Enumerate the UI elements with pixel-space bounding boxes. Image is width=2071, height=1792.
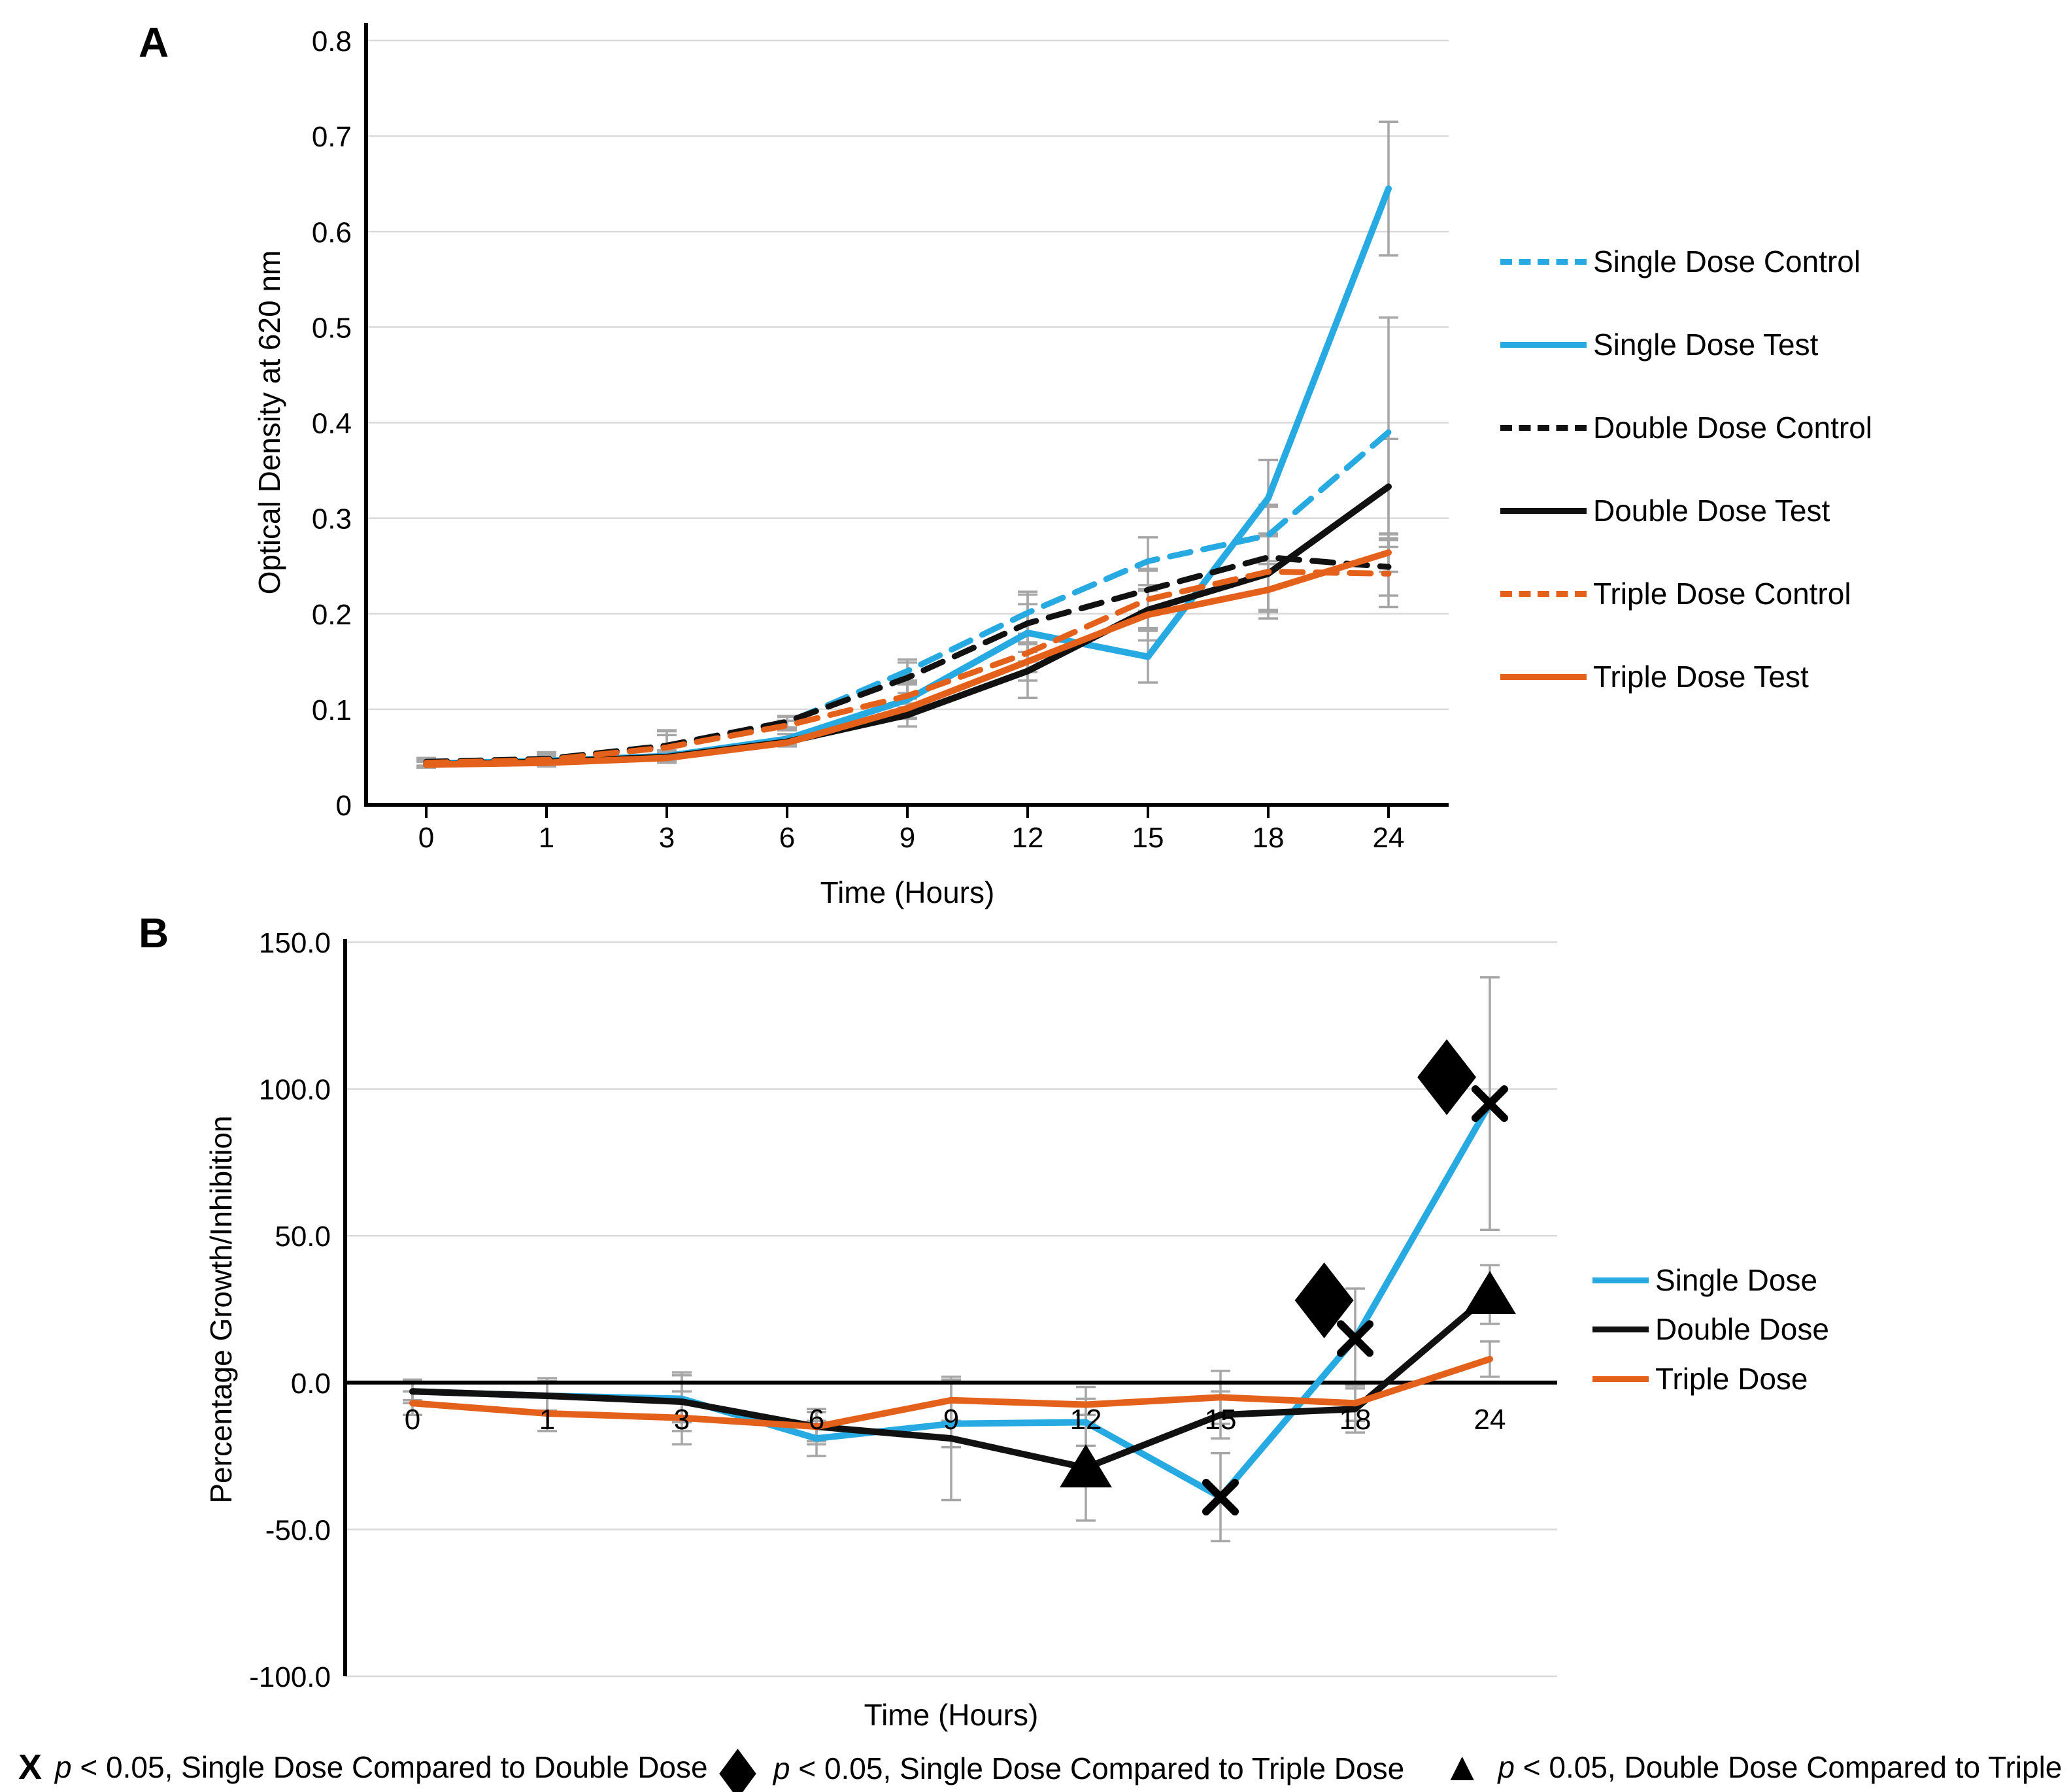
- legend-a-label: Single Dose Control: [1593, 245, 1861, 279]
- legend-a-item-double-dose-test: Double Dose Test: [1500, 493, 1830, 528]
- x-axis-tick-label: 12: [1012, 822, 1044, 854]
- legend-b-item-double-dose: Double Dose: [1592, 1311, 1829, 1347]
- y-axis-tick-label: 100.0: [259, 1074, 331, 1106]
- legend-a-label: Triple Dose Control: [1593, 577, 1851, 611]
- legend-a-item-single-dose-control: Single Dose Control: [1500, 244, 1861, 279]
- y-axis-tick-label: 0.4: [312, 408, 352, 440]
- series-line-double-dose: [409, 1291, 1493, 1472]
- x-axis-tick-label: 24: [1474, 1404, 1506, 1436]
- panel-b-plot: 150.0 100.0 50.0 0.0 -50.0 -100.0 0 1 3 6 9 12 15 18 2…: [249, 927, 1557, 1693]
- panel-a-x-axis-title: Time (Hours): [820, 875, 995, 909]
- legend-a-item-double-dose-control: Double Dose Control: [1500, 410, 1872, 445]
- x-axis-tick-label: 3: [674, 1404, 690, 1436]
- x-axis-tick-label: 9: [900, 822, 915, 854]
- panel-b-label: B: [139, 909, 169, 956]
- diamond-marker-icon: [1417, 1039, 1477, 1115]
- x-marker-icon: [1337, 1320, 1373, 1357]
- note-body: < 0.05, Single Dose Compared to Double D…: [71, 1750, 708, 1784]
- y-axis-tick-label: 50.0: [275, 1221, 331, 1253]
- significance-note-text: p < 0.05, Single Dose Compared to Double…: [55, 1750, 708, 1785]
- x-axis-tick-label: 15: [1132, 822, 1164, 854]
- series-line-triple-dose: [409, 1355, 1493, 1430]
- significance-note-single-vs-triple: ◆ p < 0.05, Single Dose Compared to Trip…: [719, 1735, 1404, 1792]
- triangle-marker-icon: [1464, 1271, 1516, 1315]
- diamond-marker-icon: [1294, 1262, 1354, 1339]
- x-marker-icon: [1472, 1085, 1508, 1123]
- panel-b-x-axis-title: Time (Hours): [864, 1698, 1039, 1732]
- double-dose-control-line-icon: [1500, 424, 1587, 431]
- legend-a-item-triple-dose-test: Triple Dose Test: [1500, 659, 1809, 694]
- note-body: < 0.05, Double Dose Compared to Triple D…: [1523, 1750, 2071, 1784]
- panel-b-y-axis-title: Percentage Growth/Inhibition: [204, 1115, 238, 1504]
- x-axis-tick-label: 9: [943, 1404, 959, 1436]
- y-axis-tick-label: 150.0: [259, 927, 331, 959]
- series-line-single-dose-control: [423, 429, 1392, 765]
- triple-dose-test-line-icon: [1500, 673, 1587, 680]
- p-symbol: p: [773, 1751, 790, 1785]
- panel-a-y-axis-title: Optical Density at 620 nm: [252, 250, 286, 595]
- legend-a-label: Single Dose Test: [1593, 328, 1819, 362]
- panel-a-plot: 0.8 0.7 0.6 0.5 0.4 0.3 0.2 0.1 0 0 1 3 6 9 12 15 18 24: [312, 23, 1449, 854]
- legend-a-item-single-dose-test: Single Dose Test: [1500, 327, 1818, 362]
- p-symbol: p: [1498, 1750, 1515, 1784]
- legend-b-label: Double Dose: [1655, 1312, 1829, 1346]
- y-axis-tick-label: -50.0: [265, 1514, 331, 1546]
- double-dose-test-line-icon: [1500, 507, 1587, 514]
- y-axis-tick-label: 0.1: [312, 694, 352, 726]
- x-marker-icon: [1202, 1478, 1239, 1515]
- panel-a-label: A: [139, 19, 169, 66]
- triangle-marker-icon: [1060, 1444, 1112, 1488]
- x-axis-tick-label: 3: [659, 822, 675, 854]
- legend-a-item-triple-dose-control: Triple Dose Control: [1500, 576, 1851, 611]
- x-axis-tick-label: 15: [1205, 1404, 1237, 1436]
- y-axis-tick-label: 0.7: [312, 121, 352, 153]
- single-dose-test-line-icon: [1500, 341, 1587, 348]
- x-axis-tick-label: 18: [1253, 822, 1285, 854]
- y-axis-tick-label: 0.5: [312, 312, 352, 344]
- x-axis-tick-label: 1: [539, 822, 554, 854]
- x-axis-tick-label: 18: [1339, 1404, 1372, 1436]
- y-axis-tick-label: 0.0: [291, 1368, 331, 1400]
- note-body: < 0.05, Single Dose Compared to Triple D…: [790, 1751, 1405, 1785]
- legend-b-item-single-dose: Single Dose: [1592, 1262, 1817, 1298]
- y-axis-tick-label: 0: [336, 790, 352, 822]
- x-marker-icon: X: [18, 1748, 42, 1787]
- x-axis-tick-label: 6: [809, 1404, 824, 1436]
- series-line-triple-dose-test: [423, 549, 1392, 768]
- single-dose-line-icon: [1592, 1277, 1649, 1283]
- significance-note-single-vs-double: X p < 0.05, Single Dose Compared to Doub…: [18, 1750, 708, 1785]
- double-dose-line-icon: [1592, 1326, 1649, 1332]
- x-axis-tick-label: 0: [418, 822, 434, 854]
- x-axis-tick-label: 24: [1373, 822, 1405, 854]
- significance-note-text: p < 0.05, Single Dose Compared to Triple…: [773, 1751, 1404, 1786]
- y-axis-tick-label: -100.0: [249, 1661, 331, 1693]
- x-axis-tick-label: 6: [779, 822, 795, 854]
- diamond-marker-icon: ◆: [719, 1731, 756, 1792]
- legend-b-item-triple-dose: Triple Dose: [1592, 1361, 1808, 1396]
- x-axis-tick-label: 1: [539, 1404, 555, 1436]
- legend-a-label: Double Dose Control: [1593, 411, 1873, 445]
- triangle-marker-icon: ▲: [1442, 1744, 1483, 1789]
- triple-dose-control-line-icon: [1500, 590, 1587, 597]
- y-axis-tick-label: 0.6: [312, 216, 352, 248]
- x-axis-tick-label: 0: [405, 1404, 420, 1436]
- significance-note-text: p < 0.05, Double Dose Compared to Triple…: [1498, 1750, 2071, 1785]
- x-axis-tick-label: 12: [1070, 1404, 1102, 1436]
- single-dose-control-line-icon: [1500, 258, 1587, 265]
- significance-note-double-vs-triple: ▲ p < 0.05, Double Dose Compared to Trip…: [1442, 1747, 2071, 1787]
- series-line-triple-dose-control: [423, 568, 1392, 766]
- triple-dose-line-icon: [1592, 1376, 1649, 1382]
- legend-b-label: Single Dose: [1655, 1263, 1818, 1297]
- legend-b-label: Triple Dose: [1655, 1362, 1808, 1396]
- legend-a-label: Triple Dose Test: [1593, 660, 1809, 694]
- series-line-double-dose-control: [423, 554, 1392, 765]
- p-symbol: p: [55, 1750, 72, 1784]
- y-axis-tick-label: 0.3: [312, 503, 352, 535]
- y-axis-tick-label: 0.2: [312, 599, 352, 631]
- y-axis-tick-label: 0.8: [312, 25, 352, 58]
- legend-a-label: Double Dose Test: [1593, 494, 1830, 528]
